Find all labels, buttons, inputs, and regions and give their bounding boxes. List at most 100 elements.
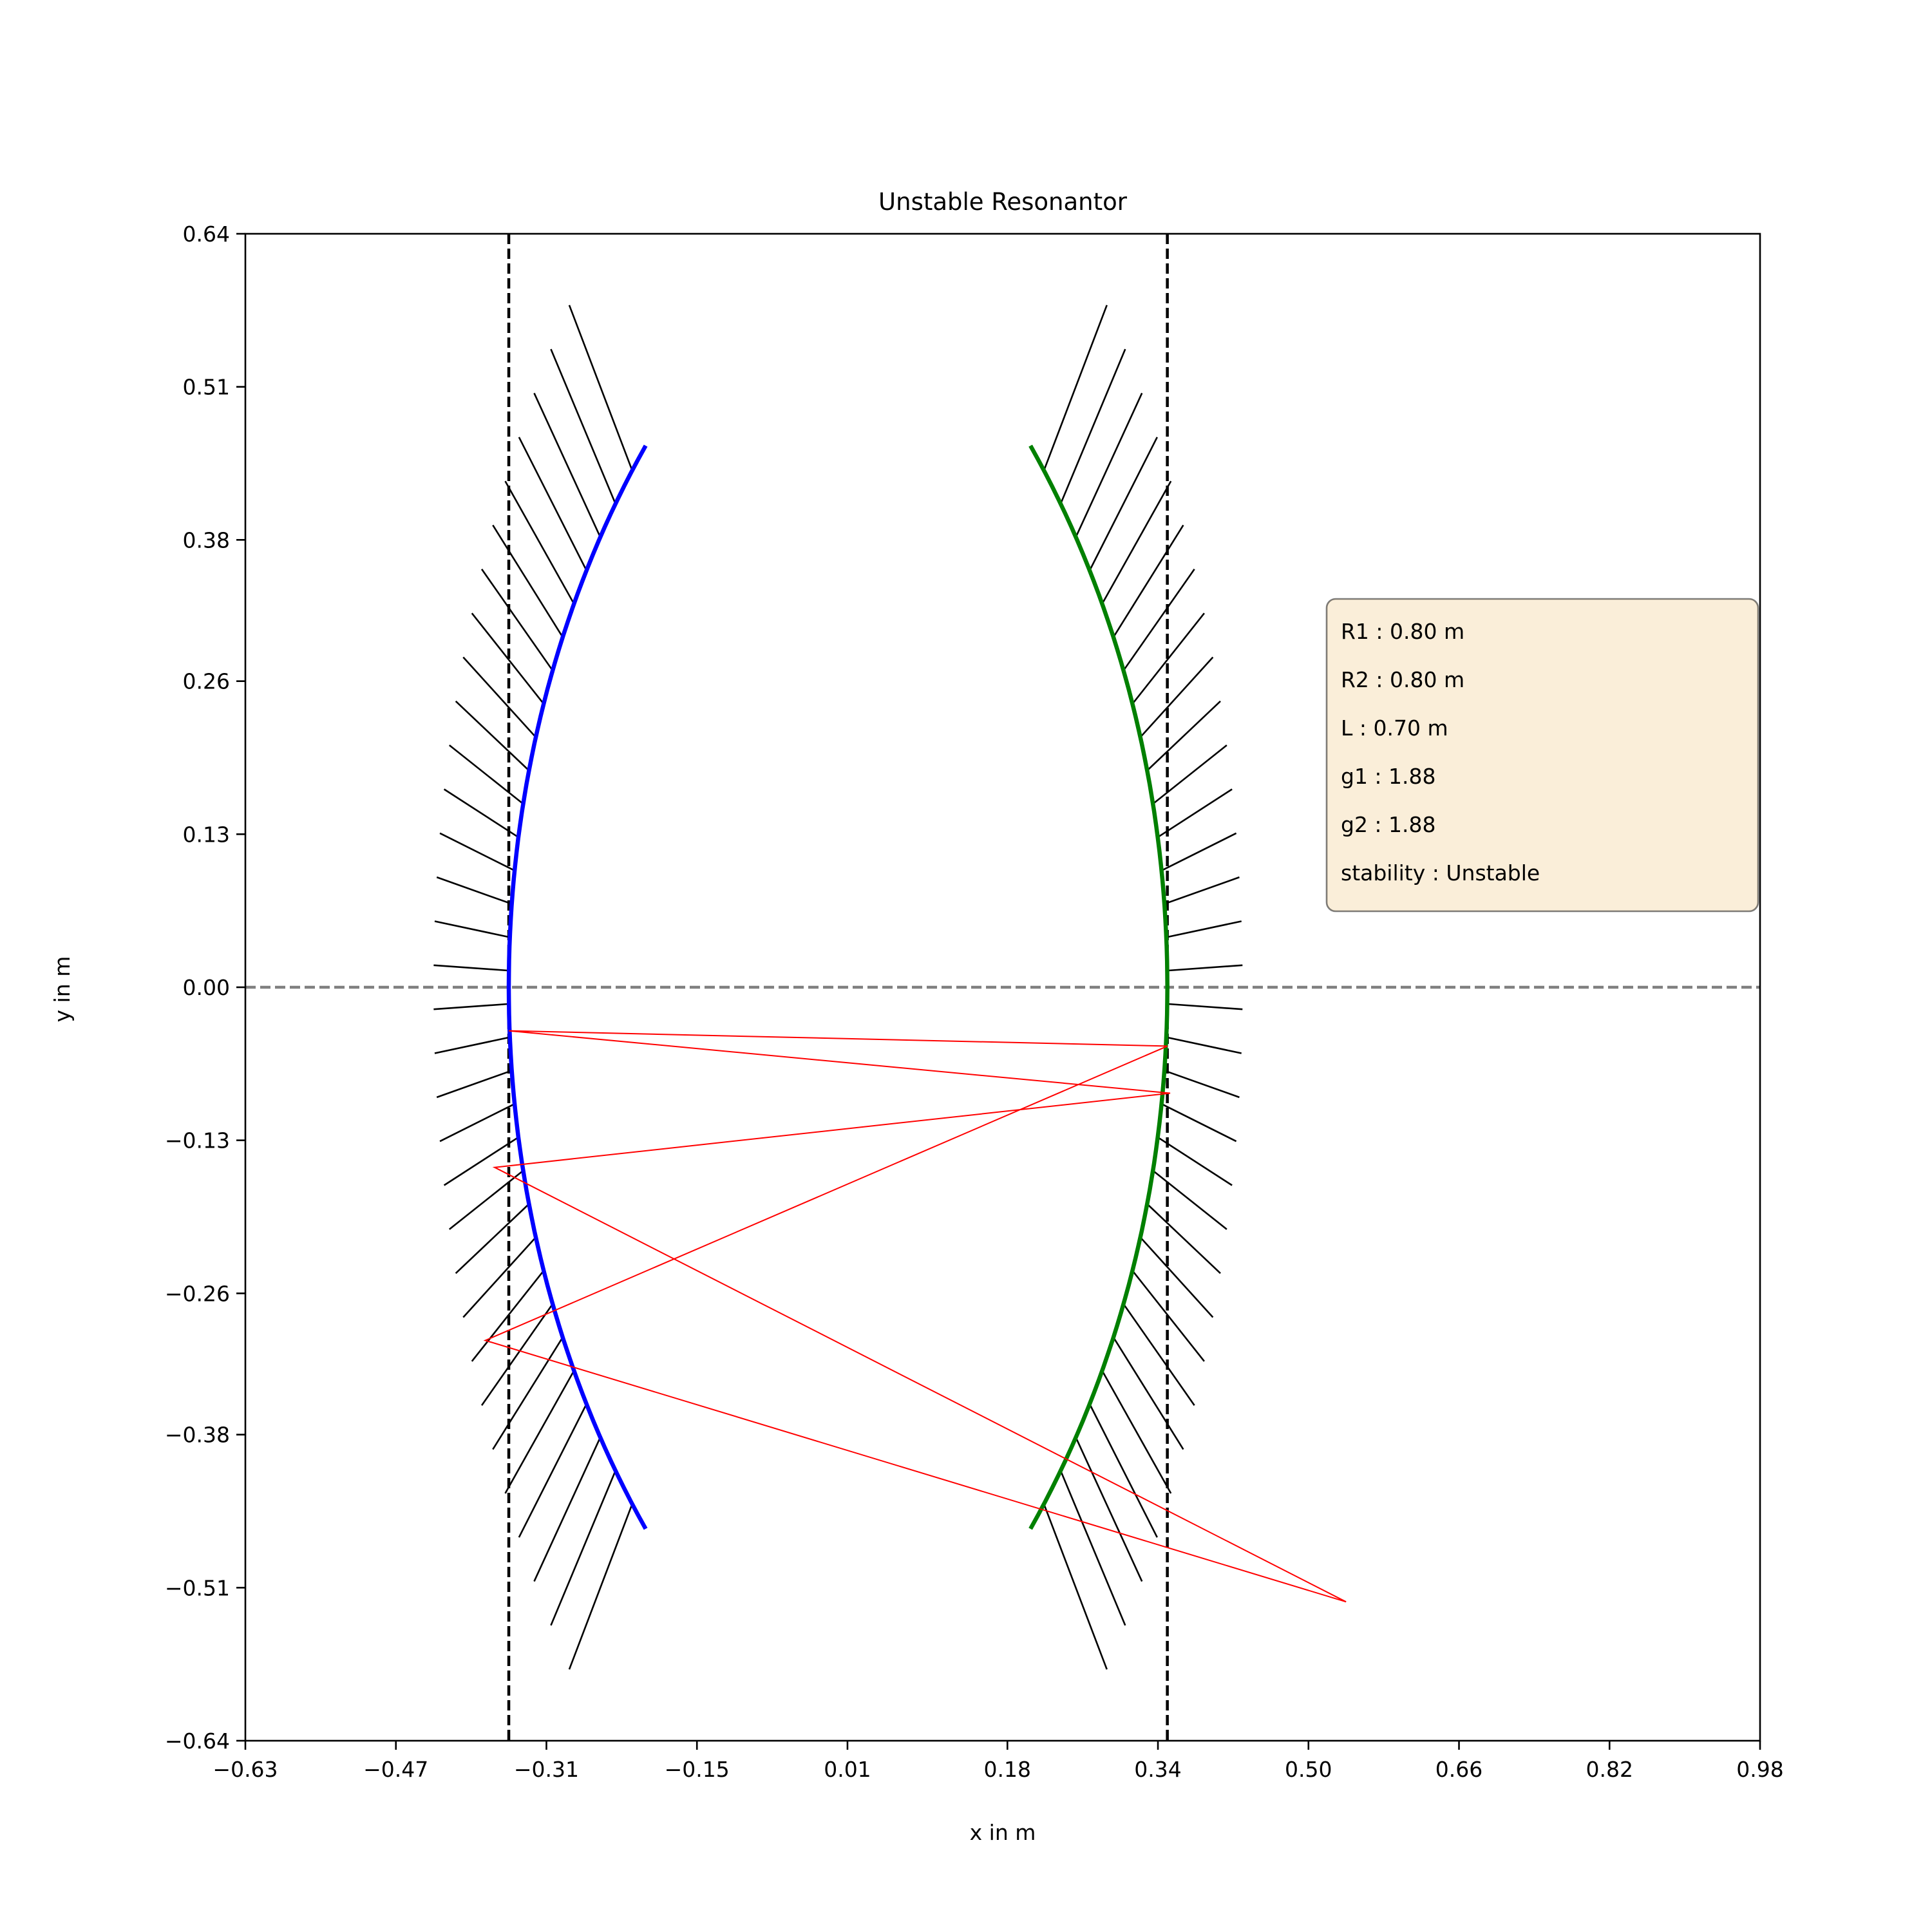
mirror-hatch-line — [471, 1270, 545, 1362]
mirror-hatch-line — [1161, 832, 1237, 871]
y-tick-label: 0.00 — [183, 975, 230, 1000]
mirror-hatch-line — [448, 1170, 524, 1230]
mirror-hatch-line — [1101, 480, 1172, 605]
mirror-hatch-line — [1112, 1336, 1184, 1450]
mirror-hatch-line — [533, 392, 601, 538]
mirror-hatch-line — [471, 612, 545, 705]
info-box: R1 : 0.80 m R2 : 0.80 m L : 0.70 m g1 : 1.8… — [1325, 598, 1759, 913]
mirror-hatch-line — [518, 437, 587, 571]
mirror-hatch-line — [434, 920, 510, 938]
mirror-hatch-line — [1139, 656, 1214, 738]
x-tick-label: 0.98 — [1736, 1757, 1783, 1782]
mirror-hatch-line — [1164, 876, 1240, 905]
mirror-hatch-line — [550, 1470, 616, 1626]
mirror-hatch-line — [462, 1236, 536, 1318]
mirror-hatch-line — [568, 1503, 633, 1670]
x-tick-label: 0.01 — [824, 1757, 871, 1782]
mirror-hatch-line — [568, 305, 633, 471]
info-box-line: g2 : 1.88 — [1341, 812, 1436, 837]
y-tick-label: 0.26 — [183, 669, 230, 694]
info-box-line: R2 : 0.80 m — [1341, 667, 1464, 692]
mirror-hatch-line — [1146, 700, 1221, 772]
y-tick-label: −0.64 — [165, 1728, 230, 1754]
x-tick-label: 0.18 — [984, 1757, 1031, 1782]
mirror-hatch-line — [480, 1303, 554, 1406]
mirror-hatch-line — [1059, 1470, 1126, 1626]
mirror-hatch-line — [1075, 392, 1143, 538]
y-axis-label: y in m — [50, 956, 75, 1023]
info-box-line: R1 : 0.80 m — [1341, 619, 1464, 644]
info-box-line: L : 0.70 m — [1341, 715, 1448, 741]
mirror-hatch-line — [433, 964, 509, 972]
x-tick-label: 0.50 — [1285, 1757, 1332, 1782]
mirror-hatch-line — [492, 524, 564, 638]
chart-title: Unstable Resonantor — [878, 188, 1128, 216]
mirror-hatch-line — [533, 1437, 601, 1582]
mirror-hatch-line — [1132, 1270, 1205, 1362]
mirror-hatch-line — [1059, 348, 1126, 504]
mirror-hatch-line — [443, 1136, 519, 1186]
mirror-hatch-line — [462, 656, 536, 738]
x-tick-label: −0.63 — [213, 1757, 278, 1782]
mirror-hatch-line — [1157, 788, 1233, 838]
x-tick-label: −0.15 — [665, 1757, 730, 1782]
mirror-hatch-line — [443, 788, 519, 838]
y-tick-label: 0.51 — [183, 375, 230, 400]
mirror-hatch-line — [455, 700, 530, 772]
mirror-right-curve — [1028, 444, 1170, 1530]
mirror-hatch-line — [1152, 1170, 1227, 1230]
mirror-hatch-line — [436, 876, 513, 905]
mirror-hatch-line — [1075, 1437, 1143, 1582]
y-tick-label: −0.13 — [165, 1128, 230, 1153]
mirror-hatch-line — [434, 1036, 510, 1054]
mirror-hatch-line — [1088, 437, 1158, 571]
mirror-hatch-line — [436, 1070, 513, 1099]
info-box-line: stability : Unstable — [1341, 860, 1540, 886]
mirror-hatch-line — [448, 744, 524, 805]
y-tick-label: −0.26 — [165, 1281, 230, 1306]
mirror-hatch-line — [1164, 1070, 1240, 1099]
mirror-hatch-line — [1101, 1370, 1172, 1494]
y-tick-label: 0.13 — [183, 822, 230, 847]
mirror-hatch-line — [439, 1103, 515, 1142]
mirror-hatch-line — [1043, 305, 1108, 471]
mirror-hatch-line — [1167, 964, 1243, 972]
x-tick-label: 0.82 — [1586, 1757, 1633, 1782]
info-box-background — [1325, 598, 1759, 913]
mirror-hatch-line — [1088, 1403, 1158, 1538]
mirror-hatch-line — [504, 1370, 575, 1494]
mirror-hatch-line — [439, 832, 515, 871]
mirror-hatch-line — [518, 1403, 587, 1538]
mirror-hatch-line — [480, 569, 554, 671]
mirror-hatch-line — [1167, 1003, 1243, 1010]
y-tick-label: −0.38 — [165, 1423, 230, 1448]
mirror-hatch-line — [1161, 1103, 1237, 1142]
mirror-hatch-line — [492, 1336, 564, 1450]
axis-ticks: −0.63 −0.47 −0.31 −0.15 0.01 0.18 0.34 0.50 0.66… — [165, 222, 1784, 1782]
x-tick-label: 0.66 — [1435, 1757, 1482, 1782]
mirror-hatch-line — [1157, 1136, 1233, 1186]
y-tick-label: 0.64 — [183, 222, 230, 247]
mirror-hatch-line — [433, 1003, 509, 1010]
mirror-hatch-line — [1132, 612, 1205, 705]
y-tick-label: −0.51 — [165, 1575, 230, 1600]
info-box-line: g1 : 1.88 — [1341, 764, 1436, 789]
mirror-hatch-line — [1166, 1036, 1242, 1054]
mirror-hatch-line — [1139, 1236, 1214, 1318]
y-tick-label: 0.38 — [183, 527, 230, 553]
x-axis-label: x in m — [970, 1820, 1036, 1845]
mirror-hatch-line — [1122, 1303, 1195, 1406]
mirror-hatch-line — [1122, 569, 1195, 671]
ray-path — [483, 1030, 1347, 1603]
x-tick-label: 0.34 — [1134, 1757, 1181, 1782]
mirror-left-curve — [506, 444, 648, 1530]
x-tick-label: −0.31 — [514, 1757, 579, 1782]
mirror-hatch-line — [1146, 1203, 1221, 1274]
mirror-hatch-line — [1166, 920, 1242, 938]
mirror-hatch-line — [504, 480, 575, 605]
mirror-hatch-line — [1112, 524, 1184, 638]
mirror-hatch-line — [1152, 744, 1227, 805]
mirror-hatch-line — [1043, 1503, 1108, 1670]
